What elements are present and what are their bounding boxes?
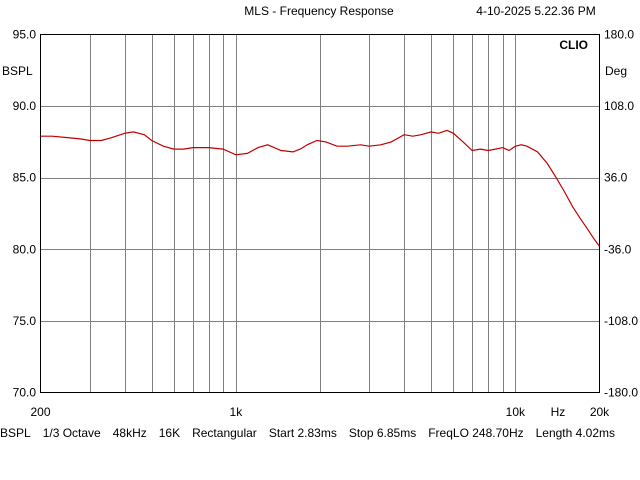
footer-item: FreqLO 248.70Hz xyxy=(428,426,524,440)
left-tick-label: 90.0 xyxy=(13,99,37,113)
right-tick-label: 36.0 xyxy=(604,171,628,185)
left-tick-label: 75.0 xyxy=(13,314,37,328)
x-tick-label: 200 xyxy=(30,405,50,419)
right-tick-label: 180.0 xyxy=(604,28,634,42)
footer-item: Rectangular xyxy=(192,426,257,440)
footer-item: Length 4.02ms xyxy=(535,426,615,440)
response-curve xyxy=(40,129,600,247)
x-tick-label: 20k xyxy=(590,405,610,419)
chart-title: MLS - Frequency Response xyxy=(244,4,394,18)
x-axis-ticks: 200 1k 10k Hz 20k xyxy=(30,405,610,419)
plot-frame xyxy=(40,34,600,393)
footer-item: Start 2.83ms xyxy=(268,426,337,440)
footer-item: 1/3 Octave xyxy=(42,426,101,440)
right-tick-label: -180.0 xyxy=(604,386,638,400)
left-tick-label: 80.0 xyxy=(13,242,37,256)
right-tick-label: -108.0 xyxy=(604,314,638,328)
right-tick-label: -36.0 xyxy=(604,242,632,256)
right-axis-unit: Deg xyxy=(605,64,627,78)
left-tick-label: 95.0 xyxy=(13,28,37,42)
footer-item: Stop 6.85ms xyxy=(348,426,417,440)
clio-label: CLIO xyxy=(559,38,588,52)
timestamp: 4-10-2025 5.22.36 PM xyxy=(476,4,595,18)
right-axis-ticks: 180.0 108.0 36.0 -36.0 -108.0 -180.0 xyxy=(604,28,638,400)
measurement-settings-bar: BSPL 1/3 Octave 48kHz 16K Rectangular Start 2… xyxy=(0,426,640,444)
right-tick-label: 108.0 xyxy=(604,99,634,113)
footer-item: 16K xyxy=(158,426,181,440)
x-tick-label: Hz xyxy=(551,405,566,419)
grid xyxy=(40,34,600,393)
left-axis-unit: BSPL xyxy=(2,64,33,78)
left-tick-label: 70.0 xyxy=(13,386,37,400)
footer-item: BSPL xyxy=(0,426,31,440)
left-axis-ticks: 95.0 90.0 85.0 80.0 75.0 70.0 xyxy=(13,28,37,400)
x-tick-label: 1k xyxy=(230,405,244,419)
footer-item: 48kHz xyxy=(112,426,147,440)
left-tick-label: 85.0 xyxy=(13,171,37,185)
x-tick-label: 10k xyxy=(506,405,526,419)
